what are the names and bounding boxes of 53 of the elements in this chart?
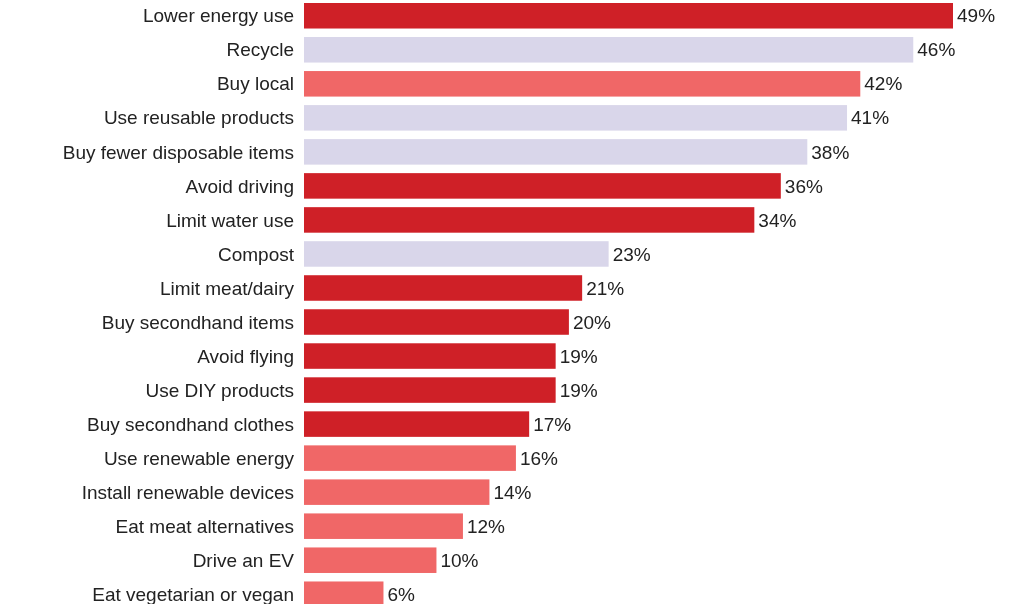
bar xyxy=(304,309,569,335)
data-label: 41% xyxy=(851,107,890,129)
data-label: 14% xyxy=(493,481,532,503)
bar xyxy=(304,479,490,505)
data-label: 19% xyxy=(559,379,598,401)
data-label: 23% xyxy=(612,243,651,265)
data-label: 46% xyxy=(917,39,956,61)
bar xyxy=(304,343,556,369)
data-label: 34% xyxy=(758,209,797,231)
bar xyxy=(304,513,463,539)
y-tick-label: Use renewable energy xyxy=(103,447,295,469)
y-tick-label: Recycle xyxy=(226,39,294,61)
y-tick-label: Drive an EV xyxy=(192,549,295,571)
y-tick-label: Lower energy use xyxy=(142,5,294,27)
bar xyxy=(304,547,437,573)
bar xyxy=(304,139,808,165)
y-tick-label: Avoid flying xyxy=(197,345,294,367)
bar xyxy=(304,411,530,437)
y-tick-label: Buy local xyxy=(216,73,294,95)
bar xyxy=(304,207,755,233)
data-label: 17% xyxy=(533,413,572,435)
data-label: 21% xyxy=(586,277,625,299)
y-tick-label: Compost xyxy=(217,243,295,265)
y-tick-label: Use reusable products xyxy=(103,107,294,129)
bar xyxy=(304,377,556,403)
data-label: 20% xyxy=(572,311,612,333)
bar xyxy=(304,3,953,29)
bar xyxy=(304,241,609,267)
y-tick-label: Avoid driving xyxy=(185,175,294,197)
data-label: 12% xyxy=(466,515,506,537)
bar xyxy=(304,105,848,131)
y-tick-label: Install renewable devices xyxy=(81,481,294,503)
data-label: 36% xyxy=(784,175,823,197)
y-tick-label: Buy secondhand items xyxy=(101,311,294,333)
data-label: 38% xyxy=(811,141,850,163)
bar xyxy=(304,71,861,97)
y-tick-label: Eat meat alternatives xyxy=(115,515,294,537)
bar xyxy=(304,275,583,301)
y-tick-label: Limit water use xyxy=(166,209,294,231)
y-tick-label: Buy secondhand clothes xyxy=(86,413,294,435)
data-label: 49% xyxy=(957,5,996,27)
bar xyxy=(304,37,914,63)
y-tick-label: Use DIY products xyxy=(145,379,294,401)
data-label: 6% xyxy=(387,583,416,604)
y-tick-label: Limit meat/dairy xyxy=(159,277,295,299)
data-label: 10% xyxy=(440,549,479,571)
bar xyxy=(304,173,781,199)
y-tick-label: Eat vegetarian or vegan xyxy=(92,583,294,604)
bar xyxy=(304,445,516,471)
data-label: 42% xyxy=(864,73,903,95)
data-label: 16% xyxy=(519,447,559,469)
data-label: 19% xyxy=(559,345,598,367)
y-tick-label: Buy fewer disposable items xyxy=(62,141,294,163)
